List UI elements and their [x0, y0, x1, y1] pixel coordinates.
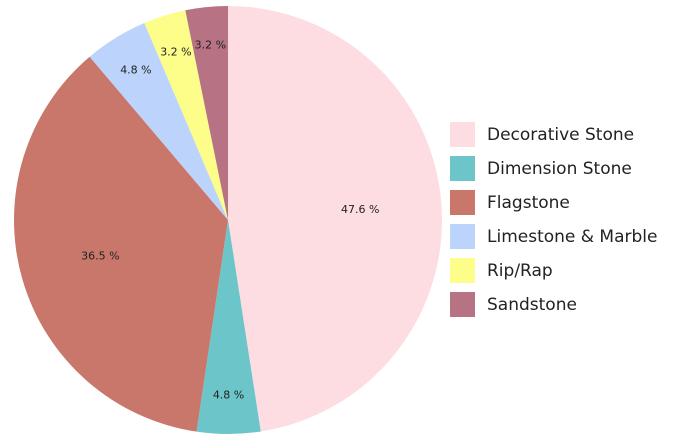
- pie-slice: [228, 6, 442, 432]
- legend-swatch: [450, 156, 475, 181]
- value-label: 3.2 %: [160, 45, 191, 58]
- pie-slice: [185, 6, 228, 220]
- legend-label: Limestone & Marble: [487, 227, 657, 247]
- value-label: 4.8 %: [213, 388, 244, 401]
- value-label: 36.5 %: [81, 249, 119, 262]
- value-label: 47.6 %: [341, 203, 379, 216]
- legend-label: Decorative Stone: [487, 125, 634, 145]
- value-label: 4.8 %: [120, 64, 151, 77]
- legend-swatch: [450, 224, 475, 249]
- legend-label: Dimension Stone: [487, 159, 632, 179]
- legend-swatch: [450, 190, 475, 215]
- value-label: 3.2 %: [195, 38, 226, 51]
- pie-slice: [89, 23, 228, 220]
- pie-slice: [196, 220, 261, 435]
- legend-swatch: [450, 122, 475, 147]
- pie-slice: [144, 10, 228, 220]
- legend-label: Sandstone: [487, 295, 577, 315]
- legend-label: Rip/Rap: [487, 261, 553, 281]
- legend-label: Flagstone: [487, 193, 570, 213]
- legend-swatch: [450, 258, 475, 283]
- pie-slice: [14, 56, 229, 432]
- legend-swatch: [450, 292, 475, 317]
